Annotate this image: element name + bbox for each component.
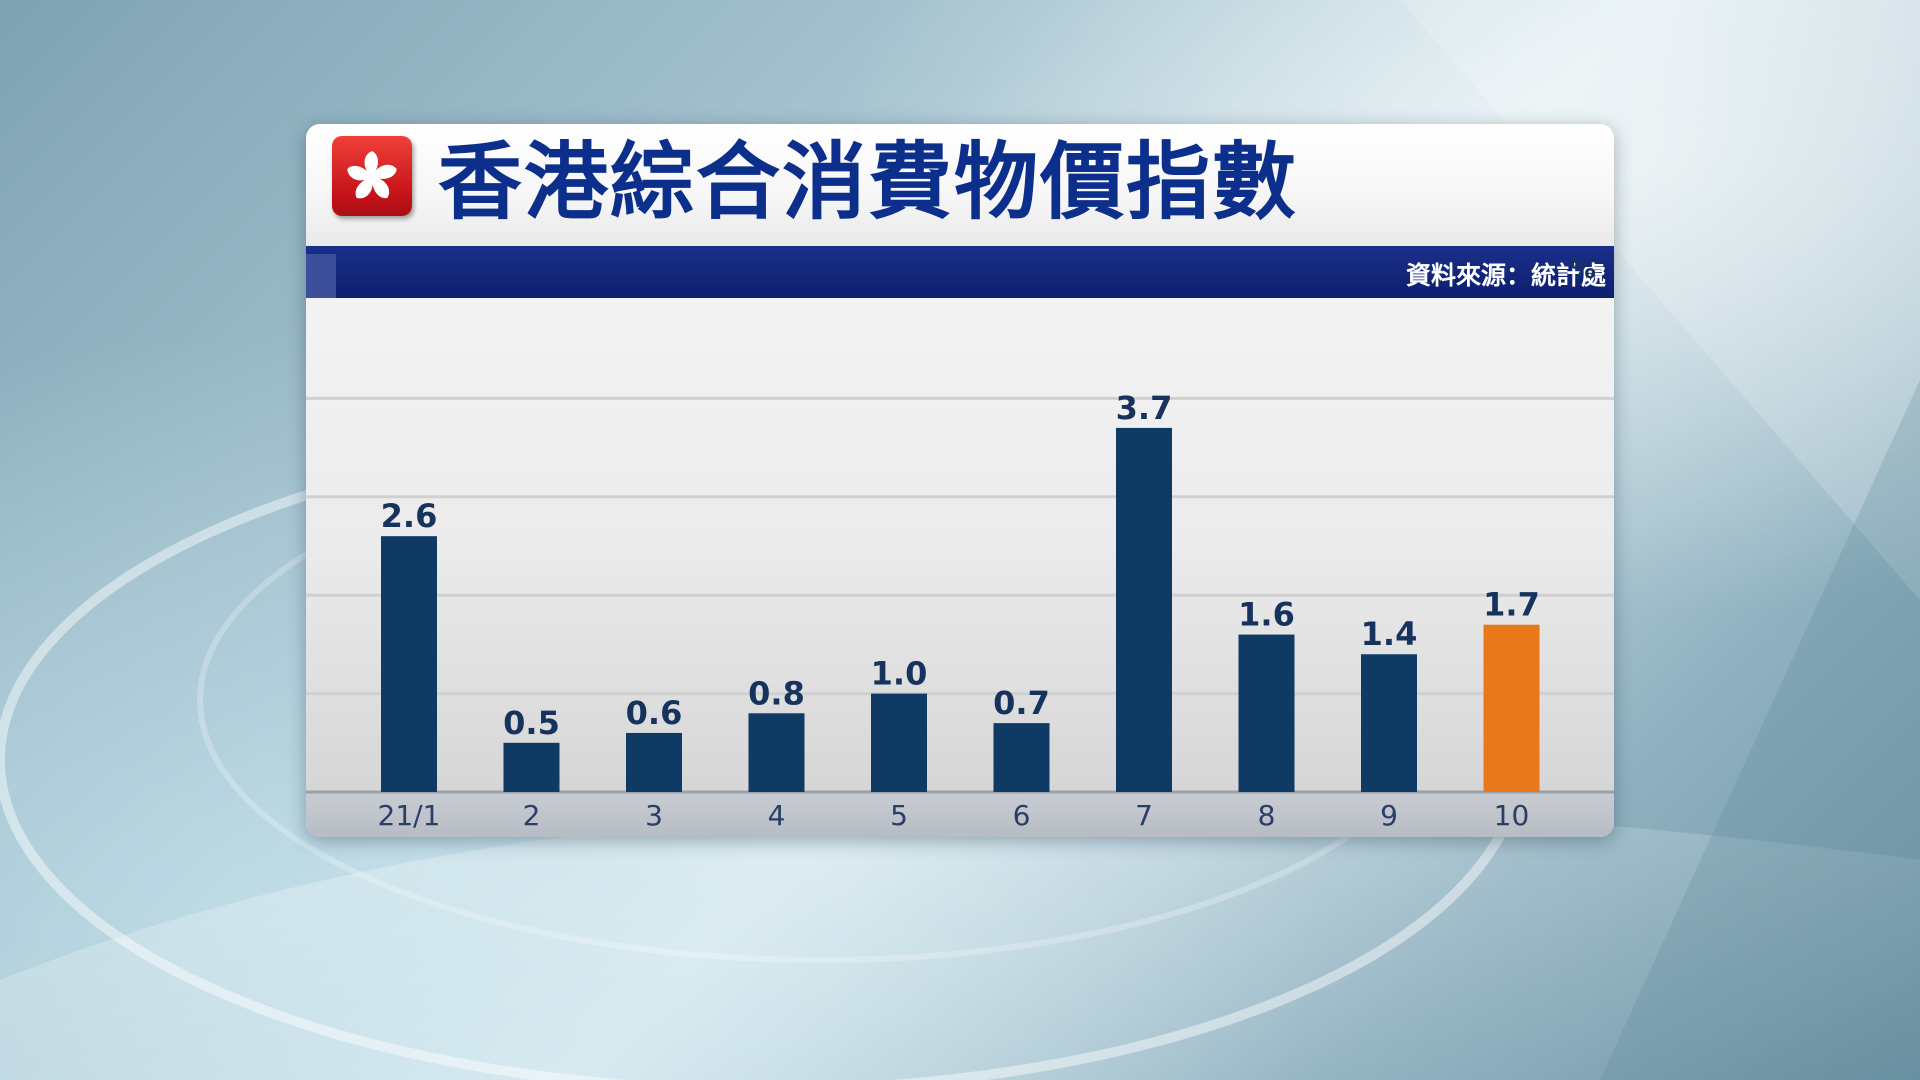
chart-title: 香港綜合消費物價指數 <box>438 133 1299 231</box>
bars <box>381 427 1540 792</box>
bar-5 <box>871 693 927 792</box>
chart-panel: 香港綜合消費物價指數 資料來源：統計處 2.6 0.5 0.6 0.8 1.0 0.7 3.… <box>306 124 1614 837</box>
x-tick-label: 5 <box>890 799 908 832</box>
bar-9 <box>1361 654 1417 792</box>
x-tick-label: 10 <box>1494 799 1530 832</box>
flag-petal <box>364 151 378 177</box>
bar-3 <box>626 732 682 792</box>
value-label: 0.7 <box>993 684 1050 722</box>
value-labels: 2.6 0.5 0.6 0.8 1.0 0.7 3.7 1.6 1.4 1.7 <box>381 389 1540 742</box>
value-label: 3.7 <box>1116 389 1173 427</box>
x-axis-band <box>306 792 1614 837</box>
x-tick-label: 3 <box>645 799 663 832</box>
flag-petal <box>372 164 397 179</box>
bar-6 <box>993 723 1050 792</box>
x-tick-label: 7 <box>1135 799 1153 832</box>
x-tick-label: 8 <box>1258 799 1276 832</box>
source-label: 資料來源：統計處 <box>1405 261 1606 290</box>
value-label: 1.0 <box>871 655 928 693</box>
x-tick-label: 4 <box>768 799 786 832</box>
hong-kong-flag-icon <box>332 136 412 216</box>
x-tick-label: 6 <box>1013 799 1031 832</box>
source-bar-accent <box>306 254 336 298</box>
flag-petal <box>355 177 373 199</box>
x-tick-label: 9 <box>1380 799 1398 832</box>
source-bar: 資料來源：統計處 <box>306 246 1614 298</box>
bar-chart: 2.6 0.5 0.6 0.8 1.0 0.7 3.7 1.6 1.4 1.7 21/1 2 3 4 5 6… <box>306 255 1614 832</box>
x-tick-label: 21/1 <box>378 799 441 832</box>
bar-7 <box>1116 427 1172 792</box>
y-unit-label: % <box>1570 255 1596 285</box>
x-tick-labels: 21/1 2 3 4 5 6 7 8 9 10 <box>378 799 1530 832</box>
value-label: 2.6 <box>381 497 438 535</box>
x-tick-label: 2 <box>523 799 541 832</box>
value-label: 0.5 <box>503 704 560 742</box>
value-label: 0.8 <box>748 674 805 712</box>
bar-2 <box>503 742 560 792</box>
title-bar: 香港綜合消費物價指數 <box>306 124 1614 246</box>
value-label: 0.6 <box>626 694 683 732</box>
value-label: 1.7 <box>1483 586 1540 624</box>
value-label: 1.6 <box>1238 596 1295 634</box>
value-label: 1.4 <box>1361 615 1418 653</box>
bar-8 <box>1238 634 1295 792</box>
flag-petal <box>371 177 390 199</box>
bar-21-1 <box>381 536 437 792</box>
bar-4 <box>748 713 805 792</box>
flag-petal <box>347 165 372 181</box>
bar-10 <box>1483 624 1540 792</box>
